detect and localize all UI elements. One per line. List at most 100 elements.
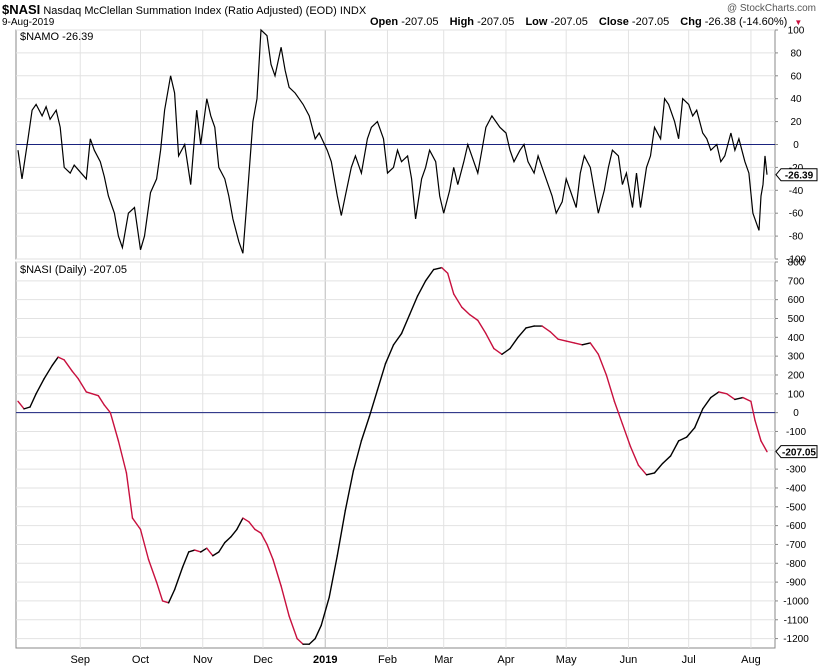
y-tick-label: -100 — [786, 427, 806, 438]
y-tick-label: 300 — [788, 352, 805, 363]
last-value-badge — [775, 168, 818, 182]
nasi-line-segment — [384, 344, 395, 365]
nasi-line-segment — [266, 543, 274, 561]
nasi-line-segment — [469, 314, 479, 322]
y-tick-label: -60 — [789, 209, 804, 220]
nasi-line-segment — [320, 596, 330, 627]
chart-header: $NASI Nasdaq McClellan Summation Index (… — [2, 2, 366, 17]
y-tick-label: 700 — [788, 276, 805, 287]
y-tick-label: -40 — [789, 186, 804, 197]
nasi-line-segment — [597, 353, 608, 376]
y-tick-label: 40 — [790, 94, 802, 105]
y-tick-label: 0 — [793, 140, 799, 151]
open-value: -207.05 — [401, 16, 439, 28]
nasi-line-segment — [661, 455, 672, 465]
nasi-line-segment — [718, 391, 728, 395]
nasi-line-segment — [218, 541, 226, 553]
nasi-line-segment — [272, 558, 282, 587]
nasi-line-segment — [605, 374, 616, 403]
nasi-panel — [15, 261, 776, 649]
nasi-line-segment — [754, 419, 762, 442]
nasi-line-segment — [440, 266, 449, 274]
last-value-badge — [775, 445, 818, 459]
nasi-line-segment — [541, 325, 551, 333]
ohlc-bar: Open -207.05 High -207.05 Low -207.05 Cl… — [370, 16, 810, 28]
nasi-line-segment — [677, 436, 688, 442]
y-tick-label: 0 — [793, 408, 799, 419]
x-tick-label: 2019 — [313, 654, 337, 666]
nasi-line-segment — [254, 528, 262, 534]
low-value: -207.05 — [550, 16, 588, 28]
nasi-line-segment — [461, 306, 471, 316]
nasi-line-segment — [155, 581, 164, 602]
nasi-line-segment — [260, 532, 268, 546]
symbol: $NASI — [2, 2, 41, 17]
y-tick-label: 100 — [788, 389, 805, 400]
nasi-line-segment — [447, 272, 455, 295]
x-tick-label: Dec — [253, 654, 273, 666]
exchange: INDX — [339, 5, 367, 17]
nasi-line-segment — [694, 408, 704, 429]
nasi-line-segment — [43, 364, 53, 380]
nasi-line-segment — [242, 517, 250, 523]
nasi-line-segment — [710, 391, 720, 399]
nasi-line-segment — [296, 637, 304, 645]
nasi-line-segment — [493, 347, 503, 355]
y-tick-label: 400 — [788, 333, 805, 344]
nasi-line-segment — [750, 400, 756, 421]
nasi-line-segment — [51, 356, 59, 367]
y-tick-label: 500 — [788, 314, 805, 325]
nasi-line-segment — [85, 391, 93, 395]
nasi-line-segment — [173, 566, 184, 591]
nasi-line-segment — [416, 280, 427, 297]
nasi-line-segment — [645, 472, 656, 476]
nasi-line-segment — [400, 314, 411, 335]
nasi-line-segment — [206, 547, 214, 557]
nasi-line-segment — [109, 411, 120, 442]
nasi-line-segment — [23, 406, 31, 410]
nasi-line-segment — [139, 528, 150, 561]
nasi-line-segment — [187, 549, 196, 553]
nasi-line-segment — [236, 517, 244, 531]
nasi-line-segment — [453, 293, 463, 308]
nasi-line-segment — [613, 400, 624, 425]
nasi-line-segment — [280, 585, 290, 617]
close-value: -207.05 — [631, 16, 670, 28]
nasi-line-segment — [57, 356, 65, 361]
nasi-line-segment — [71, 370, 79, 380]
nasi-line-segment — [248, 521, 256, 531]
namo-line — [17, 28, 768, 254]
nasi-line-segment — [336, 509, 347, 557]
nasi-line-segment — [424, 268, 435, 282]
y-tick-label: 20 — [790, 117, 802, 128]
nasi-line-segment — [125, 472, 134, 519]
date-label: 9-Aug-2019 — [2, 17, 55, 28]
nasi-line-segment — [91, 393, 100, 397]
nasi-line-segment — [376, 362, 387, 391]
high-label: High — [449, 16, 475, 28]
nasi-line-segment — [557, 338, 567, 342]
nasi-line-segment — [565, 340, 575, 344]
nasi-line-segment — [63, 359, 73, 372]
nasi-line-segment — [669, 440, 680, 457]
nasi-line-segment — [77, 378, 87, 393]
nasi-line-segment — [637, 464, 648, 476]
nasi-line-segment — [230, 528, 238, 538]
nasi-line-segment — [194, 549, 202, 553]
nasi-line-segment — [702, 396, 712, 410]
nasi-line-segment — [35, 378, 45, 395]
nasi-legend: $NASI (Daily) -207.05 — [20, 264, 127, 276]
index-name: Nasdaq McClellan Summation Index (Ratio … — [43, 5, 337, 17]
x-tick-label: Oct — [132, 654, 149, 666]
nasi-line-segment — [17, 400, 25, 410]
y-tick-label: -1100 — [784, 615, 809, 626]
nasi-line-segment — [408, 295, 419, 316]
x-tick-label: Aug — [741, 654, 761, 666]
y-tick-label: -100 — [786, 255, 806, 266]
x-tick-label: May — [556, 654, 577, 666]
nasi-line-segment — [509, 336, 519, 350]
y-tick-label: 100 — [788, 26, 805, 37]
nasi-line-segment — [328, 555, 338, 598]
nasi-line-segment — [314, 624, 322, 640]
x-tick-label: Sep — [70, 654, 90, 666]
